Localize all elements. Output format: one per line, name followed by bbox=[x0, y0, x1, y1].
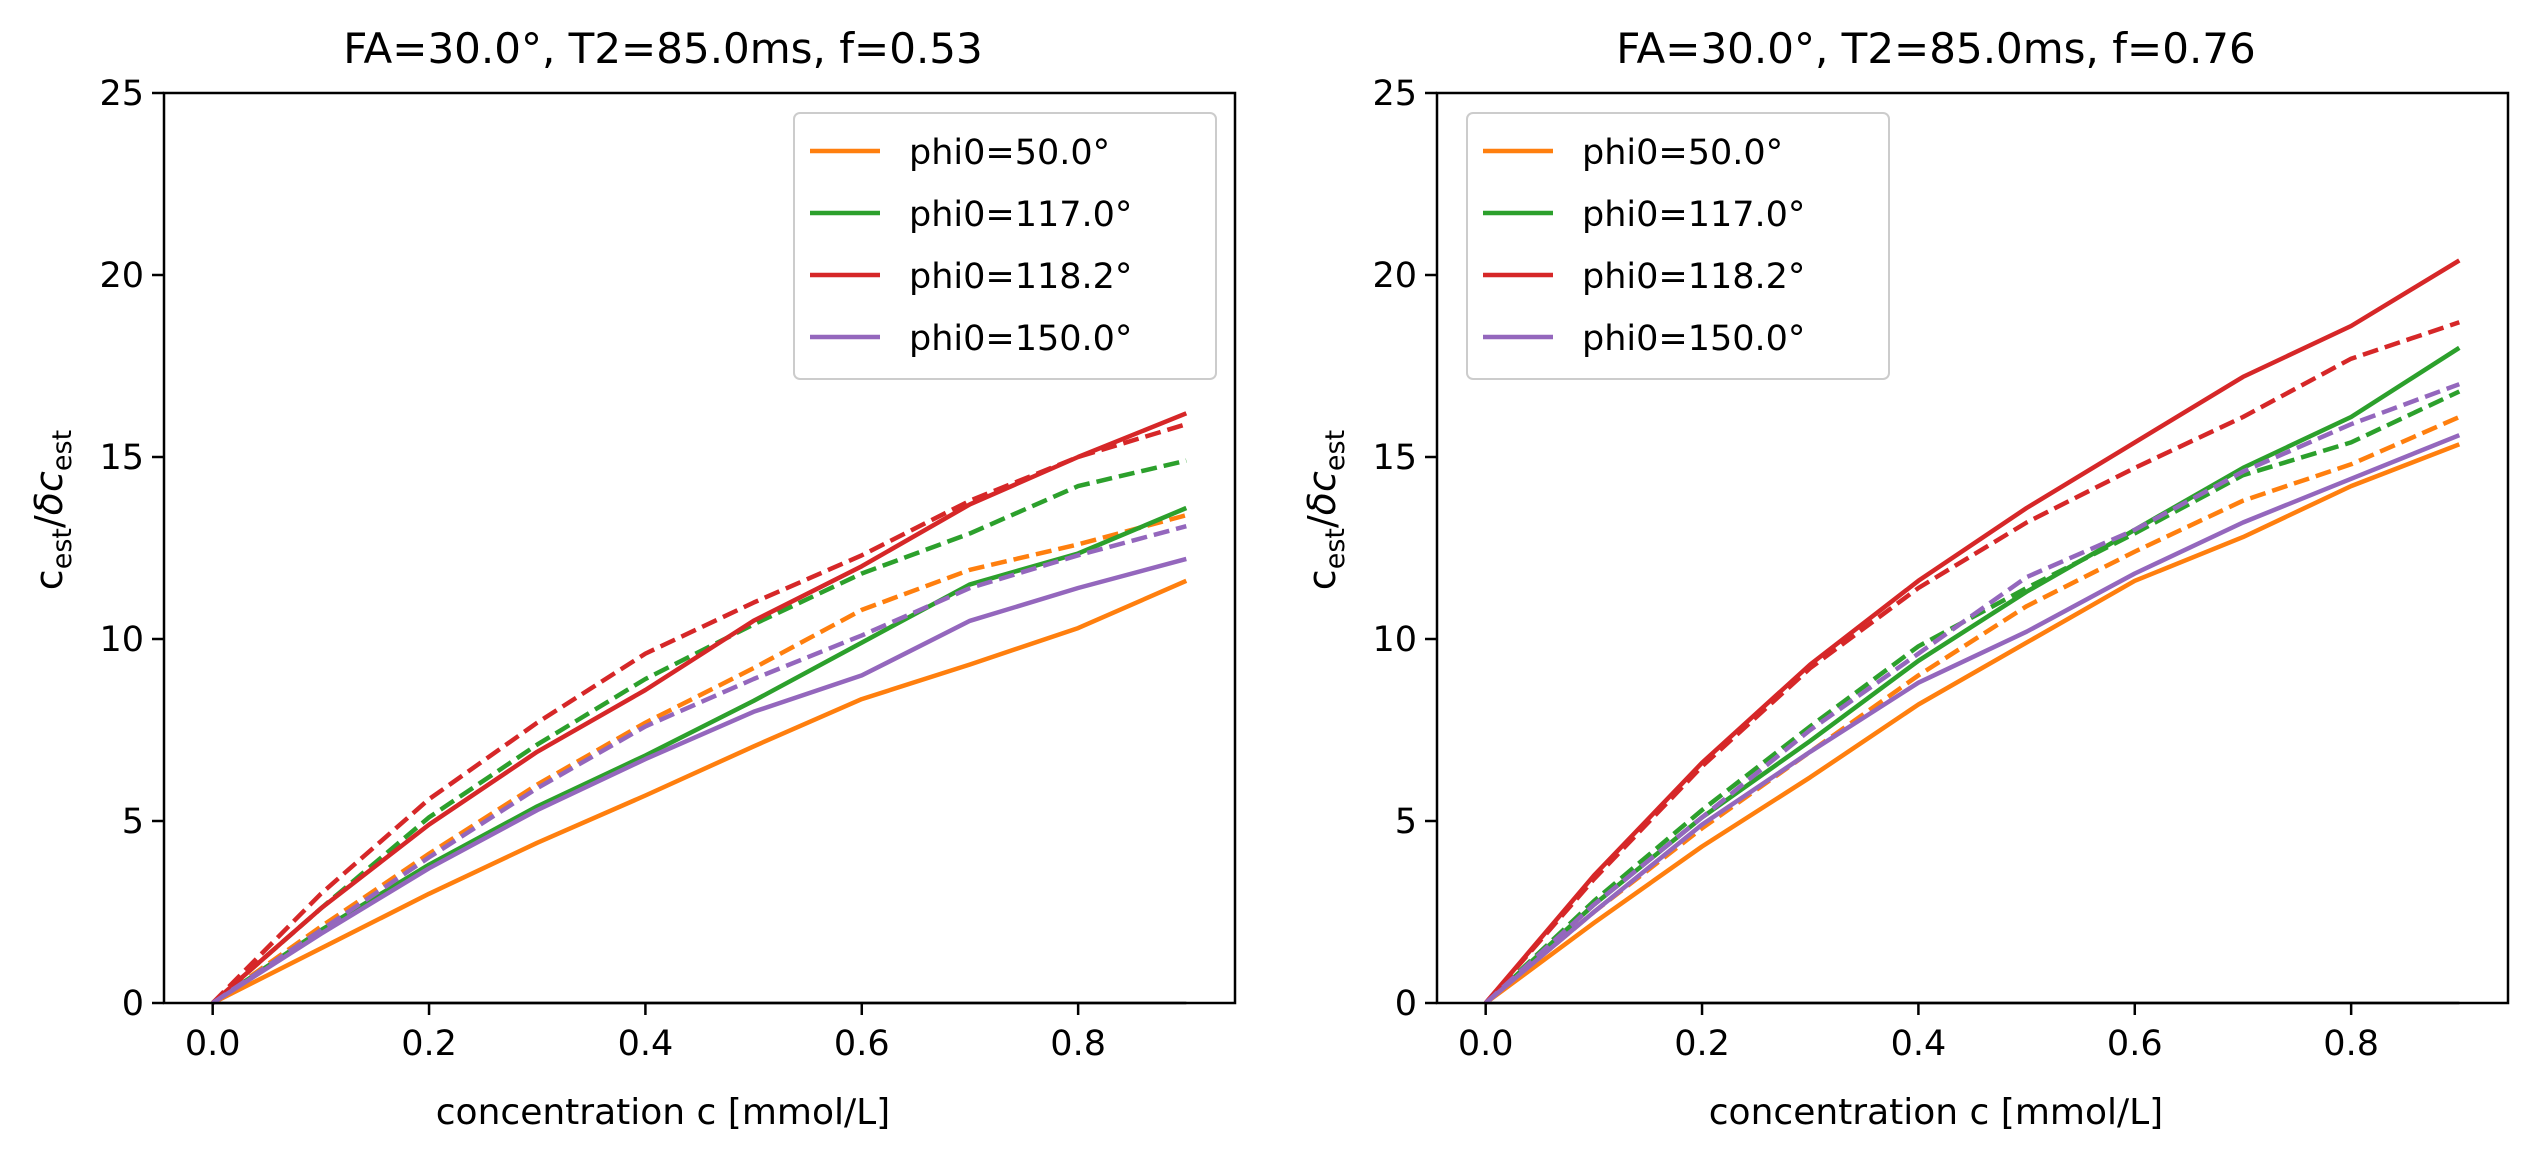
x-axis-label: concentration c [mmol/L] bbox=[436, 1092, 890, 1133]
y-tick-label: 20 bbox=[1372, 256, 1417, 296]
x-tick-label: 0.8 bbox=[1050, 1024, 1106, 1064]
chart-left: FA=30.0°, T2=85.0ms, f=0.53 concentratio… bbox=[27, 24, 1237, 1133]
series-line-0 bbox=[211, 578, 1188, 1006]
series-line-4 bbox=[1483, 258, 2461, 1005]
y-tick-label: 5 bbox=[1395, 802, 1417, 842]
x-tick-label: 0.6 bbox=[2107, 1024, 2163, 1064]
axes-frame bbox=[162, 91, 1237, 1005]
axes-frame bbox=[1435, 91, 2510, 1005]
y-tick-label: 15 bbox=[1372, 438, 1417, 478]
series-line-6 bbox=[211, 556, 1187, 1005]
legend-label: phi0=150.0° bbox=[909, 319, 1132, 359]
y-tick-label: 20 bbox=[99, 256, 144, 296]
series-line-5 bbox=[1484, 320, 2461, 1005]
x-tick-label: 0.0 bbox=[1458, 1024, 1514, 1064]
series-line-7 bbox=[211, 524, 1187, 1005]
legend-label: phi0=117.0° bbox=[909, 195, 1132, 235]
series-line-1 bbox=[211, 513, 1187, 1005]
y-tick-label: 10 bbox=[99, 620, 144, 660]
chart-right: FA=30.0°, T2=85.0ms, f=0.76 concentratio… bbox=[1300, 24, 2510, 1133]
y-axis-label: cest/δcest bbox=[27, 430, 78, 590]
x-tick-label: 0.2 bbox=[1674, 1024, 1730, 1064]
chart-title: FA=30.0°, T2=85.0ms, f=0.76 bbox=[1616, 24, 2256, 73]
y-tick-label: 10 bbox=[1372, 620, 1417, 660]
y-tick-label: 25 bbox=[1372, 74, 1417, 114]
legend-label: phi0=50.0° bbox=[1582, 133, 1783, 173]
legend-label: phi0=117.0° bbox=[1582, 195, 1805, 235]
plot-area: 0.0 0.2 0.4 0.6 0.8 0 5 10 15 20 25 bbox=[1372, 74, 2510, 1064]
x-tick-label: 0.8 bbox=[2323, 1024, 2379, 1064]
y-tick-label: 0 bbox=[1395, 984, 1417, 1024]
chart-title: FA=30.0°, T2=85.0ms, f=0.53 bbox=[343, 24, 983, 73]
plot-area: 0.0 0.2 0.4 0.6 0.8 0 5 10 15 20 25 bbox=[99, 74, 1237, 1064]
y-tick-label: 5 bbox=[122, 802, 144, 842]
legend-label: phi0=118.2° bbox=[909, 257, 1132, 297]
series-line-2 bbox=[211, 505, 1188, 1005]
legend: phi0=50.0° phi0=117.0° phi0=118.2° phi0=150… bbox=[793, 112, 1217, 380]
legend-label: phi0=150.0° bbox=[1582, 319, 1805, 359]
legend-label: phi0=50.0° bbox=[909, 133, 1110, 173]
y-tick-label: 25 bbox=[99, 74, 144, 114]
x-tick-label: 0.0 bbox=[185, 1024, 241, 1064]
series-line-6 bbox=[1484, 433, 2461, 1005]
series-line-3 bbox=[211, 458, 1187, 1005]
legend-box bbox=[793, 112, 1217, 380]
y-axis-label: cest/δcest bbox=[1300, 430, 1351, 590]
y-tick-label: 0 bbox=[122, 984, 144, 1024]
x-axis-label: concentration c [mmol/L] bbox=[1709, 1092, 2163, 1133]
legend-box bbox=[1466, 112, 1890, 380]
legend-label: phi0=118.2° bbox=[1582, 257, 1805, 297]
x-tick-label: 0.2 bbox=[401, 1024, 457, 1064]
y-tick-label: 15 bbox=[99, 438, 144, 478]
series-line-7 bbox=[1484, 382, 2461, 1005]
legend: phi0=50.0° phi0=117.0° phi0=118.2° phi0=150… bbox=[1466, 112, 1890, 380]
x-tick-label: 0.6 bbox=[834, 1024, 890, 1064]
x-tick-label: 0.4 bbox=[1891, 1024, 1947, 1064]
series-line-0 bbox=[1484, 442, 2461, 1005]
x-tick-label: 0.4 bbox=[618, 1024, 674, 1064]
series-line-5 bbox=[211, 422, 1187, 1005]
